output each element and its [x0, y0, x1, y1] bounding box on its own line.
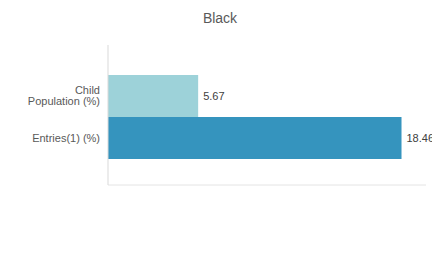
svg-text:5.67: 5.67	[203, 90, 224, 102]
svg-text:18.46: 18.46	[407, 132, 432, 144]
svg-text:Entries(1) (%): Entries(1) (%)	[32, 132, 100, 144]
svg-text:ChildPopulation (%): ChildPopulation (%)	[28, 84, 100, 107]
html-text:Black: Black	[202, 10, 238, 26]
